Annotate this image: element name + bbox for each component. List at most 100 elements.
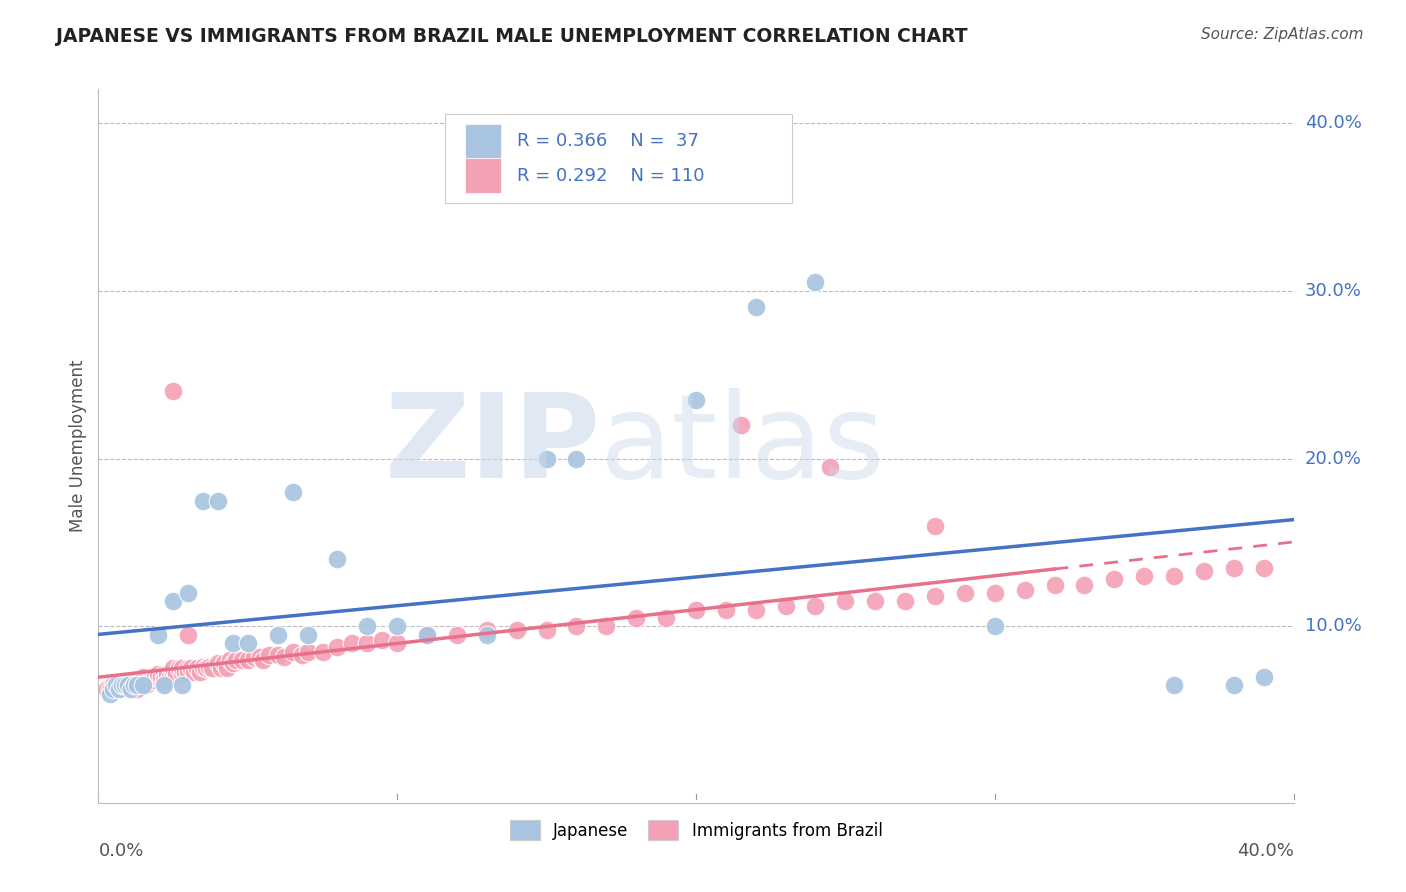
Point [108, 678, 131, 692]
Point [186, 661, 208, 675]
Legend: Japanese, Immigrants from Brazil: Japanese, Immigrants from Brazil [501, 812, 891, 848]
Point [1163, 569, 1185, 583]
Point [124, 673, 146, 688]
Point [150, 670, 173, 684]
Point [191, 493, 214, 508]
Point [267, 628, 290, 642]
Point [177, 586, 200, 600]
Point [1192, 564, 1215, 578]
Point [356, 636, 378, 650]
Point [1014, 582, 1036, 597]
Point [153, 678, 176, 692]
Point [209, 661, 232, 675]
Point [105, 678, 128, 692]
Point [172, 678, 194, 692]
Point [105, 678, 128, 692]
Point [132, 678, 155, 692]
Point [231, 653, 253, 667]
Point [201, 661, 224, 675]
Point [162, 384, 184, 399]
Text: ZIP: ZIP [384, 389, 600, 503]
Point [267, 648, 290, 662]
Point [96, 681, 118, 696]
Point [1223, 678, 1246, 692]
Point [252, 653, 274, 667]
Point [117, 678, 139, 692]
Text: 40.0%: 40.0% [1305, 114, 1361, 132]
Point [804, 275, 827, 289]
Point [191, 660, 214, 674]
Point [103, 678, 125, 692]
Point [111, 678, 134, 692]
Point [804, 599, 827, 614]
Text: 0.0%: 0.0% [98, 842, 143, 860]
Point [385, 619, 409, 633]
Point [281, 485, 304, 500]
Point [416, 628, 439, 642]
Point [172, 661, 194, 675]
Point [475, 623, 498, 637]
Text: JAPANESE VS IMMIGRANTS FROM BRAZIL MALE UNEMPLOYMENT CORRELATION CHART: JAPANESE VS IMMIGRANTS FROM BRAZIL MALE … [56, 27, 967, 45]
Point [236, 636, 259, 650]
Point [685, 392, 707, 407]
Point [177, 661, 200, 675]
Point [165, 666, 187, 681]
Point [177, 665, 200, 679]
Point [342, 636, 364, 650]
Point [195, 661, 218, 675]
Point [820, 460, 842, 475]
Text: atlas: atlas [600, 389, 886, 503]
Point [132, 670, 155, 684]
Point [103, 681, 125, 696]
Point [98, 681, 122, 696]
Point [183, 665, 205, 679]
Point [162, 661, 184, 675]
Point [745, 301, 768, 315]
Point [326, 640, 349, 654]
Point [132, 673, 155, 688]
Point [1104, 573, 1126, 587]
Point [98, 687, 122, 701]
Point [127, 673, 149, 688]
Point [108, 681, 131, 696]
FancyBboxPatch shape [446, 114, 792, 203]
Point [114, 678, 136, 692]
Point [775, 599, 797, 614]
Point [219, 653, 242, 667]
Text: Source: ZipAtlas.com: Source: ZipAtlas.com [1201, 27, 1364, 42]
Point [536, 623, 558, 637]
Point [685, 603, 707, 617]
Point [212, 657, 235, 671]
Point [257, 648, 280, 662]
Point [506, 623, 529, 637]
Point [159, 670, 181, 684]
Text: 40.0%: 40.0% [1237, 842, 1294, 860]
Point [141, 673, 163, 688]
Point [1223, 560, 1246, 574]
Point [156, 666, 179, 681]
Point [143, 670, 166, 684]
Text: 20.0%: 20.0% [1305, 450, 1361, 467]
Point [114, 681, 136, 696]
Point [984, 586, 1007, 600]
Text: R = 0.366    N =  37: R = 0.366 N = 37 [517, 132, 699, 150]
Point [180, 661, 202, 675]
Point [225, 653, 247, 667]
Point [124, 681, 146, 696]
Point [745, 603, 768, 617]
Point [177, 628, 200, 642]
Point [172, 666, 194, 681]
Point [326, 552, 349, 566]
Point [103, 681, 125, 696]
Point [129, 673, 152, 688]
Point [236, 653, 259, 667]
Point [162, 594, 184, 608]
Point [655, 611, 678, 625]
Point [356, 619, 378, 633]
Point [207, 493, 229, 508]
Point [222, 657, 245, 671]
Point [984, 619, 1007, 633]
Text: 10.0%: 10.0% [1305, 617, 1361, 635]
Point [215, 661, 238, 675]
Point [127, 681, 149, 696]
